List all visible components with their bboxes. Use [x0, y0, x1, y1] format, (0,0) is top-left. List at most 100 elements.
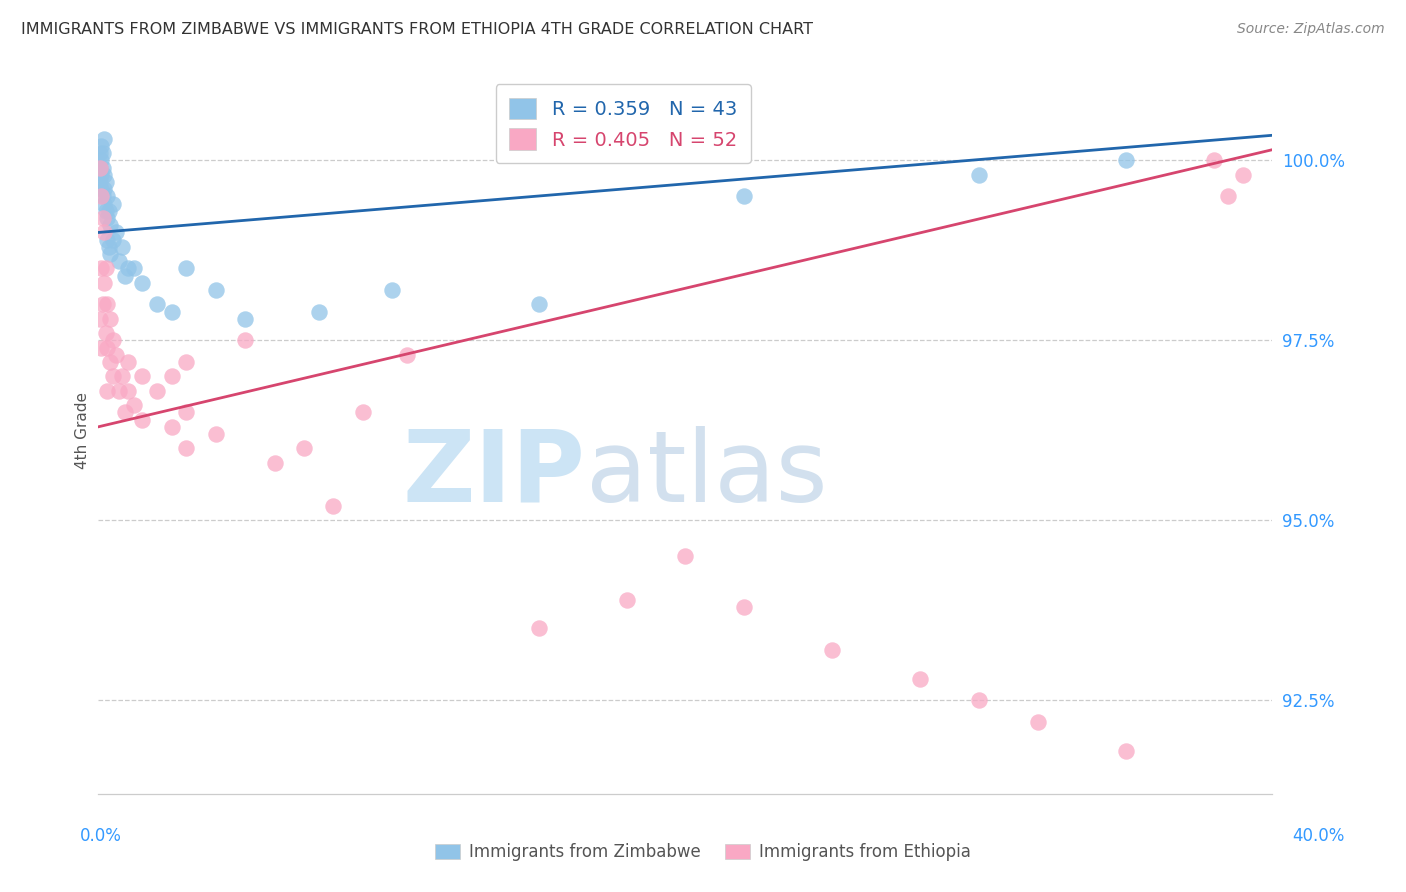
Point [97, 203, 120, 218]
Point [98, 311, 121, 326]
Point [160, 369, 183, 384]
Point [96, 233, 118, 247]
Point [117, 261, 139, 276]
Point [160, 419, 183, 434]
Point [98, 219, 121, 233]
Point [111, 369, 134, 384]
Text: Source: ZipAtlas.com: Source: ZipAtlas.com [1237, 22, 1385, 37]
Point [90, 182, 112, 196]
Point [101, 334, 124, 348]
Point [381, 283, 404, 297]
Point [122, 398, 145, 412]
Point [675, 549, 697, 564]
Point [131, 369, 153, 384]
Point [146, 384, 169, 398]
Point [967, 693, 990, 707]
Point [352, 405, 374, 419]
Point [94, 261, 117, 276]
Point [90, 261, 112, 276]
Point [395, 348, 418, 362]
Point [93, 168, 115, 182]
Point [176, 405, 198, 419]
Point [93, 226, 115, 240]
Point [616, 592, 638, 607]
Point [101, 233, 124, 247]
Point [96, 211, 118, 225]
Point [90, 168, 112, 182]
Point [910, 672, 932, 686]
Point [93, 182, 115, 196]
Point [96, 341, 118, 355]
Point [117, 355, 139, 369]
Point [733, 189, 755, 203]
Legend: R = 0.359   N = 43, R = 0.405   N = 52: R = 0.359 N = 43, R = 0.405 N = 52 [495, 84, 751, 163]
Point [117, 384, 139, 398]
Point [322, 499, 344, 513]
Point [98, 247, 121, 261]
Point [96, 297, 118, 311]
Point [91, 189, 114, 203]
Point [205, 283, 228, 297]
Point [89, 146, 111, 161]
Point [131, 412, 153, 426]
Point [90, 139, 112, 153]
Point [90, 341, 112, 355]
Point [91, 146, 114, 161]
Point [96, 384, 118, 398]
Point [97, 240, 120, 254]
Point [131, 276, 153, 290]
Point [1218, 189, 1240, 203]
Point [527, 621, 550, 635]
Point [292, 442, 315, 456]
Point [98, 355, 121, 369]
Point [821, 643, 844, 657]
Point [89, 161, 111, 175]
Point [91, 161, 114, 175]
Point [233, 311, 256, 326]
Point [105, 348, 128, 362]
Point [114, 268, 136, 283]
Point [122, 261, 145, 276]
Point [89, 161, 111, 175]
Point [176, 261, 198, 276]
Point [233, 334, 256, 348]
Point [93, 132, 115, 146]
Point [93, 196, 115, 211]
Point [101, 369, 124, 384]
Point [94, 326, 117, 341]
Point [108, 384, 131, 398]
Text: ZIP: ZIP [402, 425, 586, 523]
Point [263, 456, 285, 470]
Point [114, 405, 136, 419]
Point [101, 196, 124, 211]
Point [205, 427, 228, 442]
Y-axis label: 4th Grade: 4th Grade [75, 392, 90, 469]
Point [91, 211, 114, 225]
Point [96, 189, 118, 203]
Point [89, 175, 111, 189]
Point [733, 599, 755, 614]
Text: atlas: atlas [586, 425, 827, 523]
Text: 40.0%: 40.0% [1292, 827, 1346, 845]
Point [1115, 153, 1137, 168]
Point [94, 203, 117, 218]
Point [94, 175, 117, 189]
Point [1026, 714, 1049, 729]
Point [146, 297, 169, 311]
Text: 0.0%: 0.0% [80, 827, 122, 845]
Text: IMMIGRANTS FROM ZIMBABWE VS IMMIGRANTS FROM ETHIOPIA 4TH GRADE CORRELATION CHART: IMMIGRANTS FROM ZIMBABWE VS IMMIGRANTS F… [21, 22, 813, 37]
Point [105, 226, 128, 240]
Point [176, 442, 198, 456]
Point [527, 297, 550, 311]
Point [308, 304, 330, 318]
Point [108, 254, 131, 268]
Point [91, 297, 114, 311]
Legend: Immigrants from Zimbabwe, Immigrants from Ethiopia: Immigrants from Zimbabwe, Immigrants fro… [429, 837, 977, 868]
Point [1232, 168, 1254, 182]
Point [967, 168, 990, 182]
Point [111, 240, 134, 254]
Point [90, 189, 112, 203]
Point [90, 153, 112, 168]
Point [93, 276, 115, 290]
Point [176, 355, 198, 369]
